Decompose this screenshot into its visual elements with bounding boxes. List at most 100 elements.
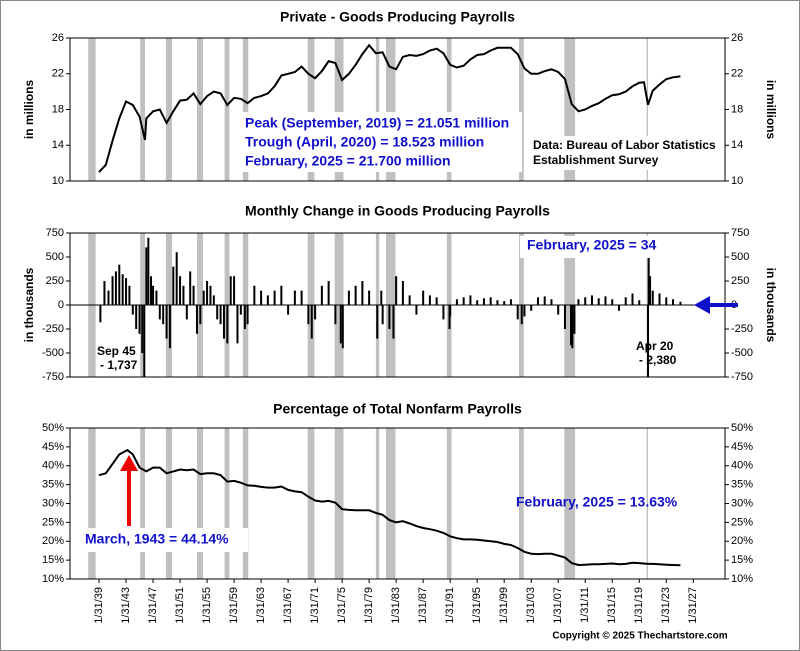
y-tick-label: 40% [42,460,64,472]
y2-tick-label: 26 [731,32,743,44]
bar [202,290,205,305]
recession-band [224,38,230,181]
bar [376,305,379,339]
y-tick-label: 10% [42,573,64,585]
y2-tick-label: 15% [731,554,753,566]
annotation: Apr 20 [636,339,674,353]
x-tick-label: 1/31/27 [687,587,699,624]
y2-tick-label: 25% [731,516,753,528]
y-tick-label: 22 [52,68,64,80]
bar [239,305,242,315]
y2-tick-label: 20% [731,535,753,547]
bar [520,305,523,325]
y2-tick-label: 40% [731,460,753,472]
bar [121,274,124,305]
y-tick-label: 35% [42,479,64,491]
bar [229,276,232,305]
bar [435,297,438,305]
recession-band [646,38,649,181]
bar [233,276,236,305]
bar [597,298,600,305]
annotation-box [528,136,720,170]
bar [649,276,652,305]
annotation-box [520,236,670,258]
bar [253,285,256,305]
bar [442,305,445,320]
recession-band [564,38,576,181]
annotation-box [78,528,248,552]
recession-band [519,38,524,181]
y-tick-label: -250 [42,323,64,335]
recession-band [165,38,172,181]
bar [287,305,290,315]
bar [476,300,479,305]
bar [145,247,148,305]
y-tick-label: 50% [42,422,64,434]
bar [293,290,296,305]
x-tick-label: 1/31/15 [606,587,618,624]
bar [199,305,202,325]
bar [320,285,323,305]
y2-tick-label: 250 [731,275,749,287]
y2-axis-label: in thousands [764,268,778,343]
bar [310,305,313,339]
y2-tick-label: 10 [731,175,743,187]
bar [361,281,364,305]
annotation: Data: Bureau of Labor Statistics [533,138,716,152]
bar [347,290,350,305]
y-axis-label: in millions [22,80,36,140]
bar [462,297,465,305]
y2-tick-label: 50% [731,422,753,434]
chart-title: Private - Goods Producing Payrolls [280,9,515,25]
bar [246,305,249,325]
copyright: Copyright © 2025 Thechartstore.com [552,631,727,642]
bar [158,305,161,320]
bar [212,295,215,305]
recession-band [646,428,649,579]
bar [128,285,131,305]
annotation: Peak (September, 2019) = 21.051 million [245,115,509,131]
bar [165,305,168,339]
recession-band [446,428,452,579]
y-axis-label: in thousands [22,267,36,342]
bar [573,305,576,334]
annotation: March, 1943 = 44.14% [85,531,229,547]
annotation: - 1,737 [100,358,138,372]
x-tick-label: 1/31/79 [363,587,375,624]
bar [111,276,114,305]
bar [273,290,276,305]
bar [172,266,175,305]
y-tick-label: 26 [52,32,64,44]
bar [604,296,607,305]
bar [482,298,485,305]
bar [138,305,141,334]
bar [631,293,634,305]
y2-tick-label: -750 [731,371,753,383]
y2-tick-label: -250 [731,323,753,335]
x-tick-label: 1/31/11 [579,587,591,623]
bar [395,276,398,305]
bar [341,305,344,349]
data-line [98,448,681,567]
y-tick-label: 14 [52,139,64,151]
y2-tick-label: 14 [731,139,743,151]
bar [665,297,668,305]
bar [243,305,246,329]
bar [380,290,383,305]
bar [131,305,134,315]
bar [192,285,195,305]
bar [185,305,188,320]
bar [647,305,650,377]
arrow-head [694,296,710,314]
x-tick-label: 1/31/91 [444,587,456,624]
y-tick-label: 10 [52,175,64,187]
bar [266,295,269,305]
recession-band [375,38,380,181]
bar [651,290,654,305]
bar [327,281,330,305]
x-tick-label: 1/31/23 [660,587,672,624]
bar [503,301,506,305]
bar [449,305,452,317]
recession-band [224,428,230,579]
